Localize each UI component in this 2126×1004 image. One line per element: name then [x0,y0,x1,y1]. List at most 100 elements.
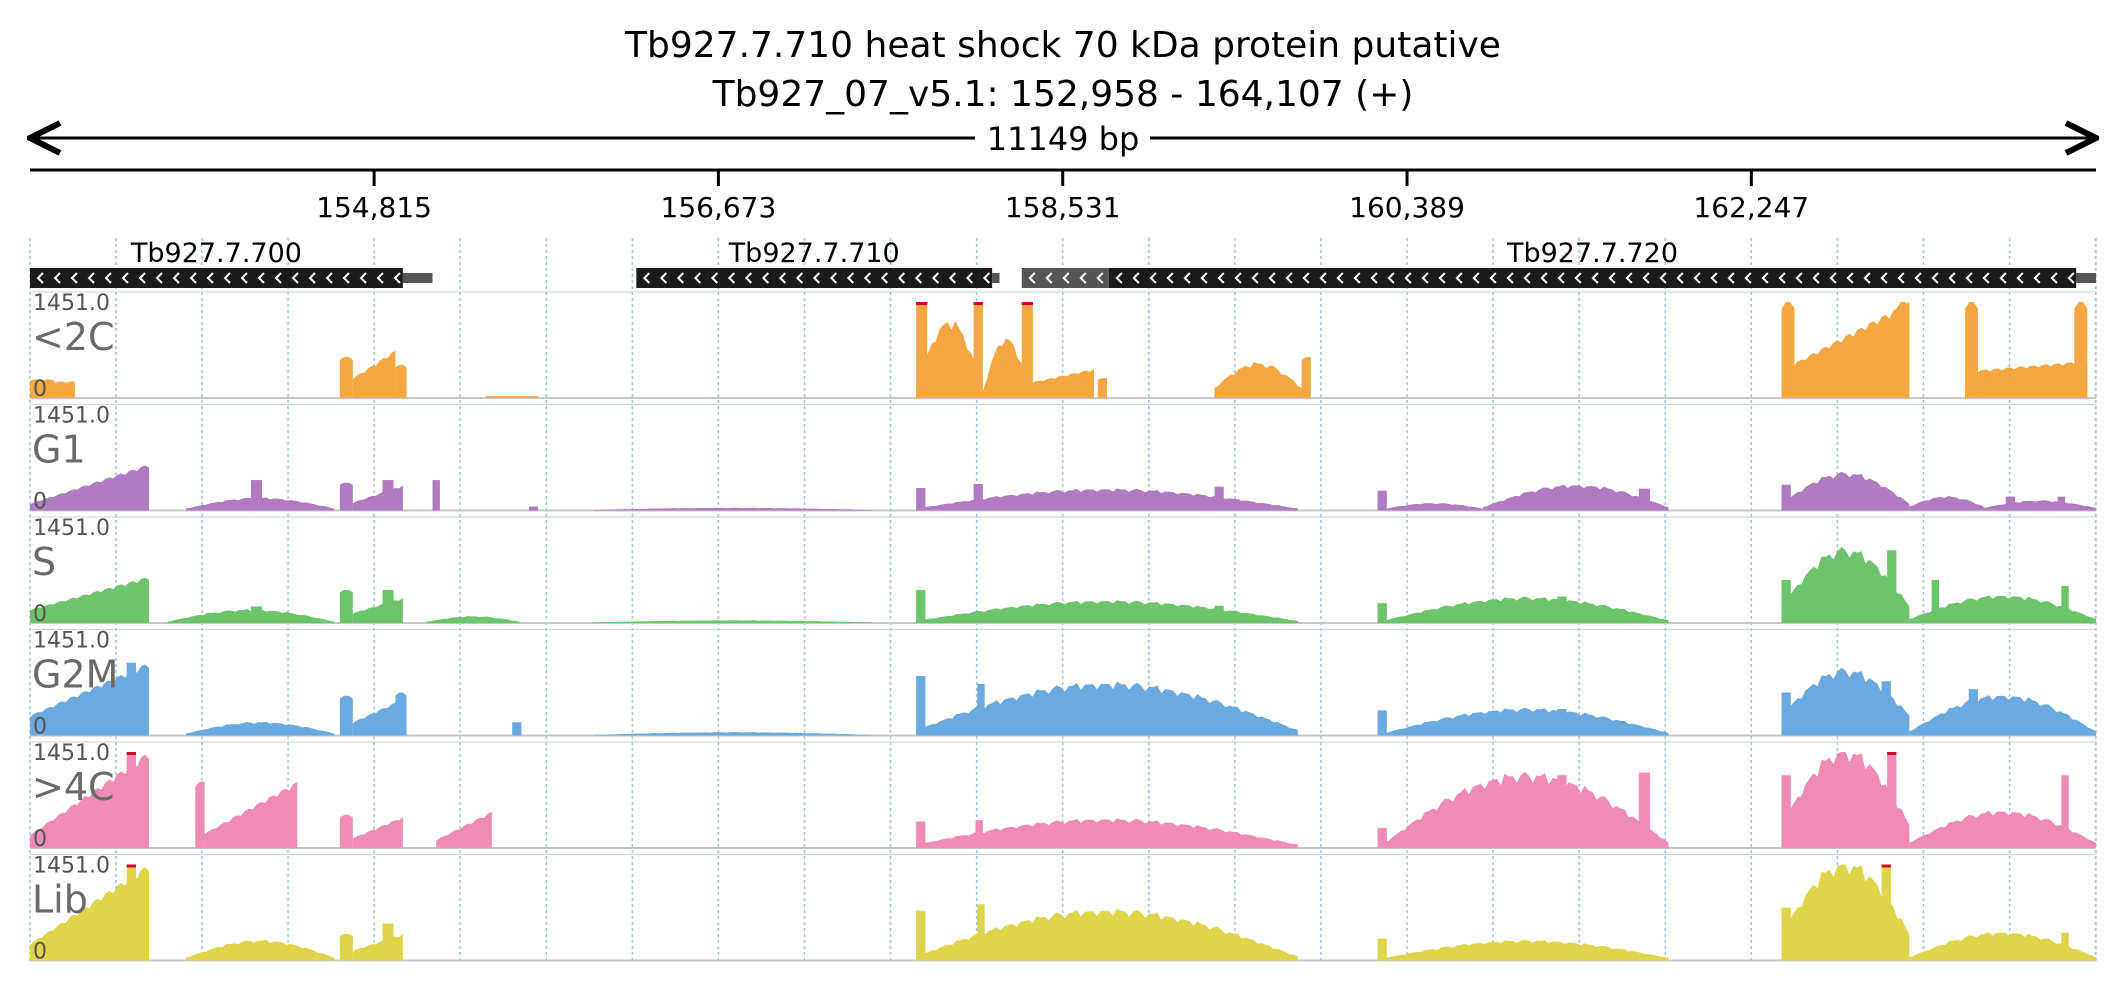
strand-chevron [1268,272,1276,284]
strand-chevron [1540,272,1548,284]
strand-chevron [812,272,821,284]
strand-chevron [104,272,112,284]
coverage-block-2 [339,356,353,398]
strand-chevron [642,272,651,284]
coverage-hump-2 [916,488,1298,511]
coverage-hump-2 [1214,362,1302,398]
gene-utr-0 [402,273,433,283]
strand-chevron [1455,272,1463,284]
coverage-bar-2 [1021,302,1033,398]
coverage-block-0 [30,867,149,961]
strand-chevron [121,272,129,284]
strand-chevron [1574,272,1582,284]
strand-chevron [659,272,668,284]
strand-chevron [1795,272,1803,284]
coverage-bar-6 [1781,579,1791,623]
strand-chevron [863,272,872,284]
track-name-3: G2M [32,653,118,697]
genomic-location: Tb927_07_v5.1: 152,958 - 164,107 (+) [712,74,1414,115]
coverage-block-1 [339,934,353,961]
track-ymin-label: 0 [33,827,47,852]
coverage-bar-5 [1557,775,1567,848]
strand-chevron [189,272,197,284]
coverage-bar-2 [916,589,926,623]
coverage-hump-2 [593,620,872,623]
strand-chevron [1079,272,1087,284]
coverage-bar-2 [432,480,440,511]
coverage-bar-8 [1887,752,1897,848]
track-ymax-label: 1451.0 [33,741,110,766]
gene-label-3: Tb927.7.720 [1506,238,1678,269]
track-ymin-label: 0 [33,715,47,740]
coverage-tracks: 1451.0<2C01451.0G101451.0S01451.0G2M0145… [30,291,2096,965]
strand-chevron [1523,272,1531,284]
coverage-hump-0 [916,818,1298,848]
strand-chevron [1045,272,1053,284]
coverage-hump-3 [916,600,1298,623]
clipped-marker-0 [126,864,136,868]
strand-chevron [87,272,95,284]
coverage-block-1 [339,482,353,511]
coverage-block-0 [30,577,149,623]
track-1: 1451.0G1 0 [30,404,2096,515]
strand-chevron [846,272,855,284]
coverage-bar-1 [382,480,394,511]
strand-chevron [1302,272,1310,284]
coverage-hump-4 [1781,667,1910,736]
coverage-hump-0 [186,721,335,736]
coverage-bar-1 [512,722,522,736]
track-ymax-label: 1451.0 [33,291,110,316]
coverage-hump-7 [1983,500,2096,511]
coverage-block-0 [30,754,149,848]
strand-chevron [982,272,991,284]
strand-chevron [727,272,736,284]
gene-annotation-track: Tb927.7.700 Tb927.7.710 Tb927.7.720 [30,238,2096,288]
coverage-bar-9 [1881,681,1891,736]
coverage-bar-3 [977,683,985,736]
clipped-marker-2 [1021,302,1033,305]
coverage-bar-5 [1214,935,1224,961]
coverage-hump-1 [982,338,1030,398]
strand-chevron [1625,272,1633,284]
gene-utr-3 [2076,273,2096,283]
track-2: 1451.0S 0 [30,516,2096,627]
coverage-block-0 [30,664,149,736]
strand-chevron [1931,272,1939,284]
track-ymax-label: 1451.0 [33,854,110,879]
coverage-bar-9 [2005,496,2016,511]
gene-strand-chevrons-2 [1028,272,1104,284]
coverage-block-2 [352,485,403,511]
strand-chevron [931,272,940,284]
track-4: 1451.0>4C 0 [30,741,2096,852]
gene-label-1: Tb927.7.710 [728,238,900,269]
coverage-bar-4 [973,484,983,511]
coverage-bar-0 [126,752,136,848]
strand-chevron [206,272,214,284]
strand-chevron [1744,272,1752,284]
strand-chevron [342,272,350,284]
coverage-hump-0 [186,939,335,961]
strand-chevron [155,272,163,284]
strand-chevron [2050,272,2058,284]
ruler-tick-label-4: 162,247 [1693,191,1809,224]
coverage-bar-1 [973,302,983,398]
strand-chevron [914,272,923,284]
strand-chevron [1914,272,1922,284]
coverage-bar-3 [1214,830,1224,848]
coverage-hump-1 [593,732,872,736]
gene-strand-chevrons-0 [36,272,401,284]
coverage-hump-5 [1781,546,1910,623]
strand-chevron [1761,272,1769,284]
strand-chevron [1659,272,1667,284]
coverage-bar-4 [1377,828,1387,848]
coverage-hump-3 [1781,864,1910,961]
coverage-block-11 [1896,302,1910,398]
strand-chevron [1438,272,1446,284]
coverage-bar-4 [1038,928,1048,961]
coverage-hump-2 [1384,939,1669,961]
coverage-block-3 [352,350,396,398]
coverage-block-14 [2074,302,2088,398]
clipped-marker-8 [1887,752,1897,755]
strand-chevron [223,272,231,284]
